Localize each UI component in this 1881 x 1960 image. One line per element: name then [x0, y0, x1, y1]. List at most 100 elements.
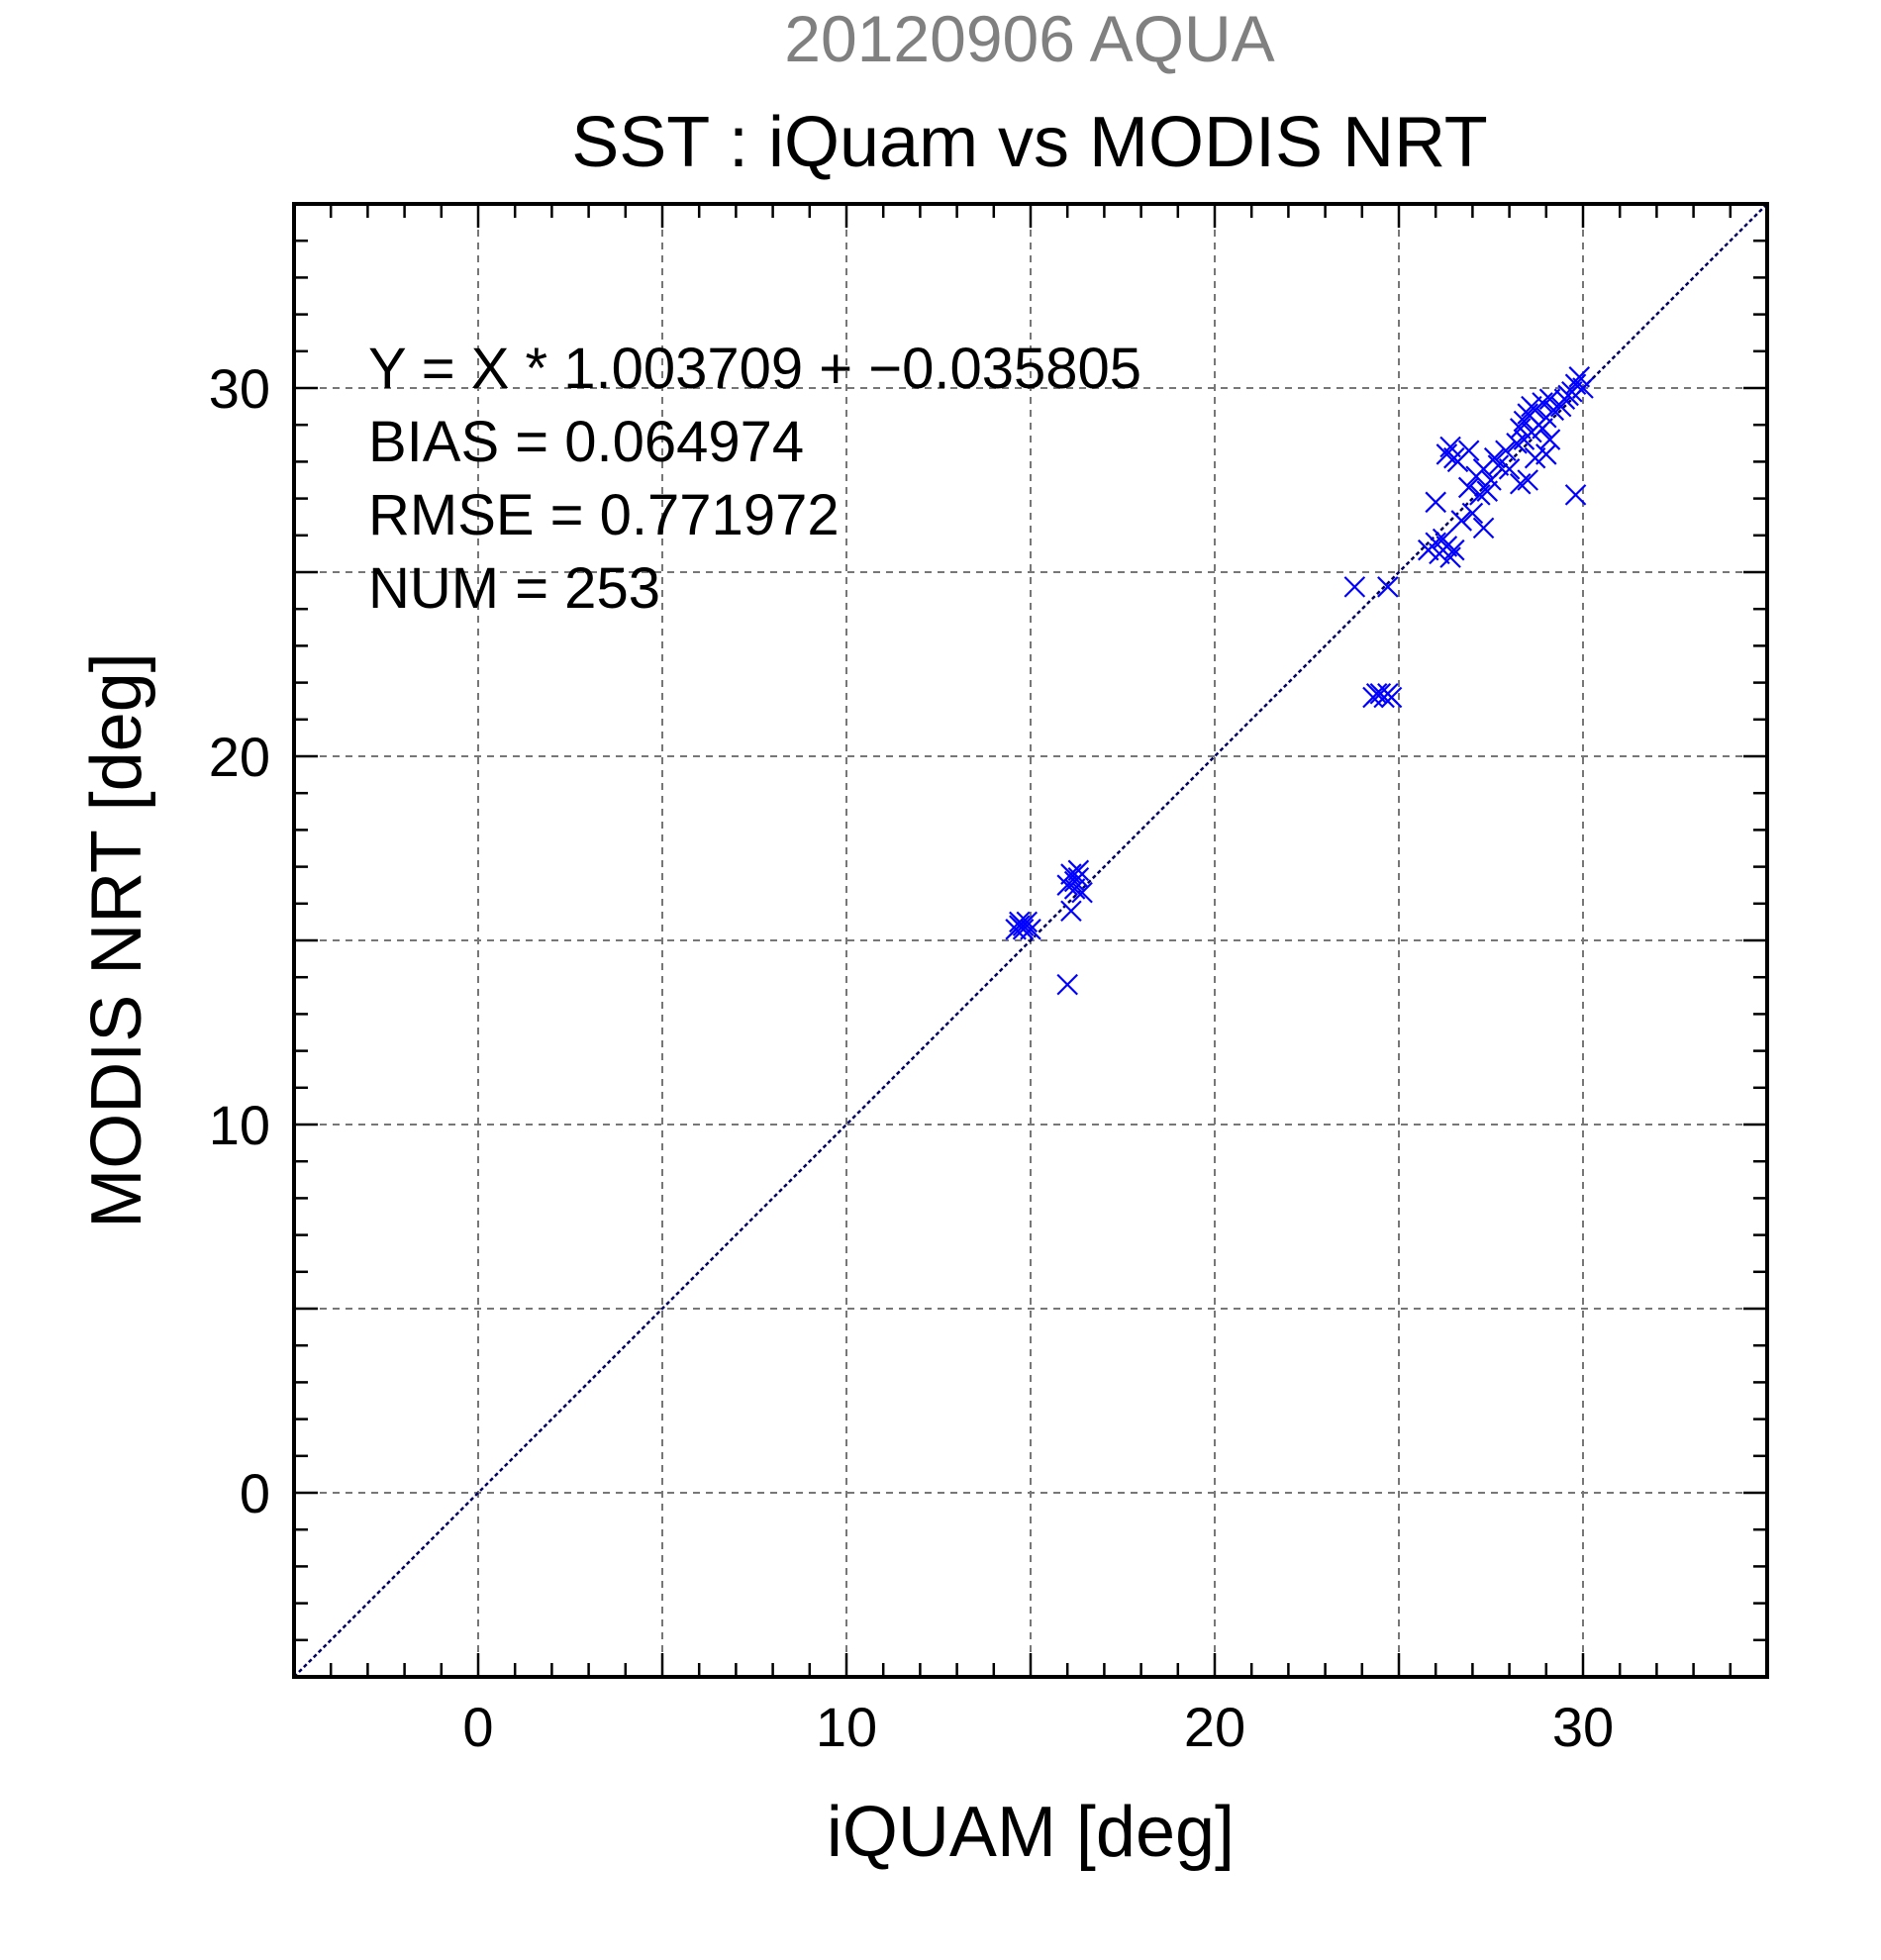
scatter-point — [1568, 366, 1591, 388]
stats-line: RMSE = 0.771972 — [368, 483, 840, 547]
y-tick-label: 20 — [209, 726, 270, 788]
scatter-point — [1564, 373, 1587, 396]
scatter-point — [1425, 491, 1446, 514]
marker-stroke — [1457, 476, 1480, 499]
stats-box: Y = X * 1.003709 + −0.035805 BIAS = 0.064… — [368, 337, 1141, 621]
marker-stroke — [1564, 373, 1587, 396]
scatter-point — [1071, 881, 1093, 904]
marker-stroke — [1009, 911, 1031, 933]
marker-stroke — [1509, 418, 1532, 440]
marker-stroke — [1521, 395, 1542, 418]
scatter-point — [1380, 686, 1403, 709]
x-tick-label: 30 — [1552, 1696, 1614, 1758]
marker-stroke — [1469, 484, 1491, 506]
marker-stroke — [1461, 502, 1484, 525]
scatter-point — [1436, 443, 1458, 465]
x-axis-label: iQUAM [deg] — [827, 1793, 1235, 1872]
y-tick-label: 30 — [209, 357, 270, 420]
marker-stroke — [1506, 433, 1528, 454]
stats-line: NUM = 253 — [368, 556, 660, 621]
grid-lines — [294, 204, 1767, 1677]
tick-labels: 0 10 20 30 0 10 20 30 — [209, 357, 1614, 1758]
marker-stroke — [1549, 395, 1572, 418]
marker-stroke — [1509, 472, 1532, 495]
scatter-point — [1439, 436, 1461, 458]
scatter-point — [1513, 429, 1535, 450]
marker-stroke — [1532, 418, 1553, 440]
marker-stroke — [1513, 429, 1535, 450]
scatter-point — [1538, 429, 1561, 450]
y-tick-label: 10 — [209, 1094, 270, 1156]
scatter-point — [1446, 450, 1469, 473]
marker-stroke — [1439, 436, 1461, 458]
marker-stroke — [1487, 454, 1510, 476]
marker-stroke — [1564, 484, 1587, 506]
marker-stroke — [1480, 469, 1502, 491]
marker-stroke — [1067, 859, 1090, 882]
scatter-point — [1343, 576, 1366, 598]
marker-stroke — [1071, 881, 1093, 904]
scatter-point — [1009, 911, 1031, 933]
marker-stroke — [1063, 878, 1086, 900]
marker-stroke — [1450, 510, 1473, 532]
scatter-point — [1506, 433, 1528, 454]
marker-stroke — [1377, 576, 1399, 598]
marker-stroke — [1432, 528, 1454, 550]
scatter-point — [1443, 539, 1465, 561]
scatter-point — [1549, 395, 1572, 418]
scatter-point — [1365, 682, 1388, 705]
marker-stroke — [1436, 536, 1458, 557]
scatter-point — [1012, 919, 1035, 940]
scatter-point — [1517, 469, 1538, 491]
marker-stroke — [1425, 491, 1446, 514]
scatter-point — [1439, 546, 1461, 568]
scatter-point — [1377, 576, 1399, 598]
scatter-point — [1521, 395, 1542, 418]
scatter-point — [1056, 874, 1078, 896]
marker-stroke — [1446, 450, 1469, 473]
marker-stroke — [1443, 539, 1465, 561]
y-tick-label: 0 — [240, 1462, 270, 1524]
stats-line: Y = X * 1.003709 + −0.035805 — [368, 337, 1141, 401]
marker-stroke — [1517, 469, 1538, 491]
x-tick-label: 0 — [462, 1696, 493, 1758]
marker-stroke — [1436, 443, 1458, 465]
marker-stroke — [1012, 919, 1035, 940]
scatter-point — [1480, 469, 1502, 491]
scatter-point — [1469, 484, 1491, 506]
stats-line: BIAS = 0.064974 — [368, 410, 804, 474]
scatter-point — [1056, 973, 1078, 996]
scatter-point — [1498, 458, 1521, 480]
marker-stroke — [1060, 900, 1082, 923]
scatter-point — [1509, 472, 1532, 495]
scatter-point — [1483, 446, 1506, 469]
scatter-point — [1553, 388, 1576, 410]
minor-ticks — [294, 204, 1767, 1677]
marker-stroke — [1425, 532, 1446, 554]
marker-stroke — [1568, 366, 1591, 388]
scatter-points — [1005, 366, 1594, 996]
scatter-point — [1450, 510, 1473, 532]
marker-stroke — [1439, 546, 1461, 568]
y-axis-label: MODIS NRT [deg] — [77, 652, 156, 1228]
marker-stroke — [1498, 458, 1521, 480]
scatter-point — [1457, 476, 1480, 499]
scatter-point — [1020, 919, 1041, 940]
scatter-point — [1063, 878, 1086, 900]
marker-stroke — [1538, 429, 1561, 450]
scatter-point — [1461, 502, 1484, 525]
chart-title: SST : iQuam vs MODIS NRT — [571, 103, 1488, 182]
marker-stroke — [1483, 446, 1506, 469]
marker-stroke — [1056, 973, 1078, 996]
marker-stroke — [1553, 388, 1576, 410]
scatter-point — [1564, 484, 1587, 506]
x-tick-label: 20 — [1184, 1696, 1245, 1758]
marker-stroke — [1535, 443, 1557, 465]
chart-suptitle: 20120906 AQUA — [784, 2, 1274, 75]
scatter-point — [1535, 443, 1557, 465]
marker-stroke — [1020, 919, 1041, 940]
marker-stroke — [1056, 874, 1078, 896]
scatter-point — [1532, 418, 1553, 440]
marker-stroke — [1380, 686, 1403, 709]
